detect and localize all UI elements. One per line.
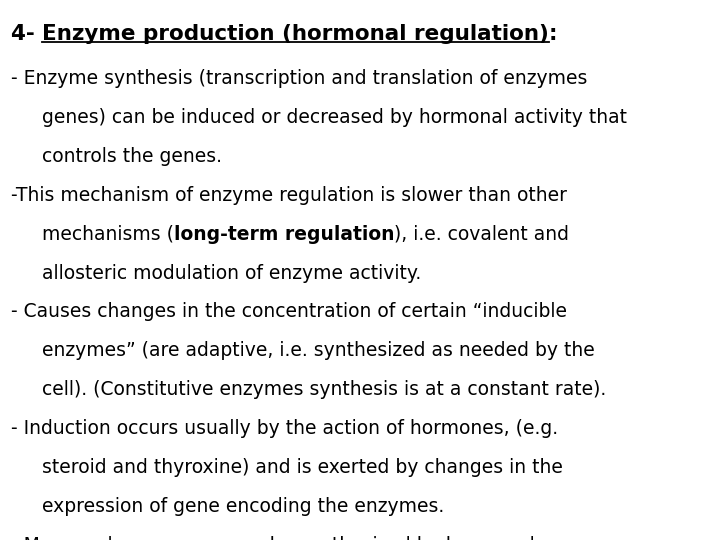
Text: enzymes” (are adaptive, i.e. synthesized as needed by the: enzymes” (are adaptive, i.e. synthesized… bbox=[42, 341, 595, 360]
Text: long-term regulation: long-term regulation bbox=[174, 225, 395, 244]
Text: genes) can be induced or decreased by hormonal activity that: genes) can be induced or decreased by ho… bbox=[42, 108, 626, 127]
Text: cell). (Constitutive enzymes synthesis is at a constant rate).: cell). (Constitutive enzymes synthesis i… bbox=[42, 380, 606, 399]
Text: ), i.e. covalent and: ), i.e. covalent and bbox=[395, 225, 570, 244]
Text: expression of gene encoding the enzymes.: expression of gene encoding the enzymes. bbox=[42, 497, 444, 516]
Text: - Causes changes in the concentration of certain “inducible: - Causes changes in the concentration of… bbox=[11, 302, 567, 321]
Text: :: : bbox=[549, 24, 557, 44]
Text: controls the genes.: controls the genes. bbox=[42, 147, 222, 166]
Text: Enzyme production (hormonal regulation): Enzyme production (hormonal regulation) bbox=[42, 24, 549, 44]
Text: - Enzyme synthesis (transcription and translation of enzymes: - Enzyme synthesis (transcription and tr… bbox=[11, 69, 588, 88]
Text: - Induction occurs usually by the action of hormones, (e.g.: - Induction occurs usually by the action… bbox=[11, 419, 558, 438]
Text: steroid and thyroxine) and is exerted by changes in the: steroid and thyroxine) and is exerted by… bbox=[42, 458, 562, 477]
Text: 4-: 4- bbox=[11, 24, 42, 44]
Text: -This mechanism of enzyme regulation is slower than other: -This mechanism of enzyme regulation is … bbox=[11, 186, 567, 205]
Text: - More  or less enzyme can be synthesized by hormonal: - More or less enzyme can be synthesized… bbox=[11, 536, 534, 540]
Text: mechanisms (: mechanisms ( bbox=[42, 225, 174, 244]
Text: allosteric modulation of enzyme activity.: allosteric modulation of enzyme activity… bbox=[42, 264, 421, 282]
